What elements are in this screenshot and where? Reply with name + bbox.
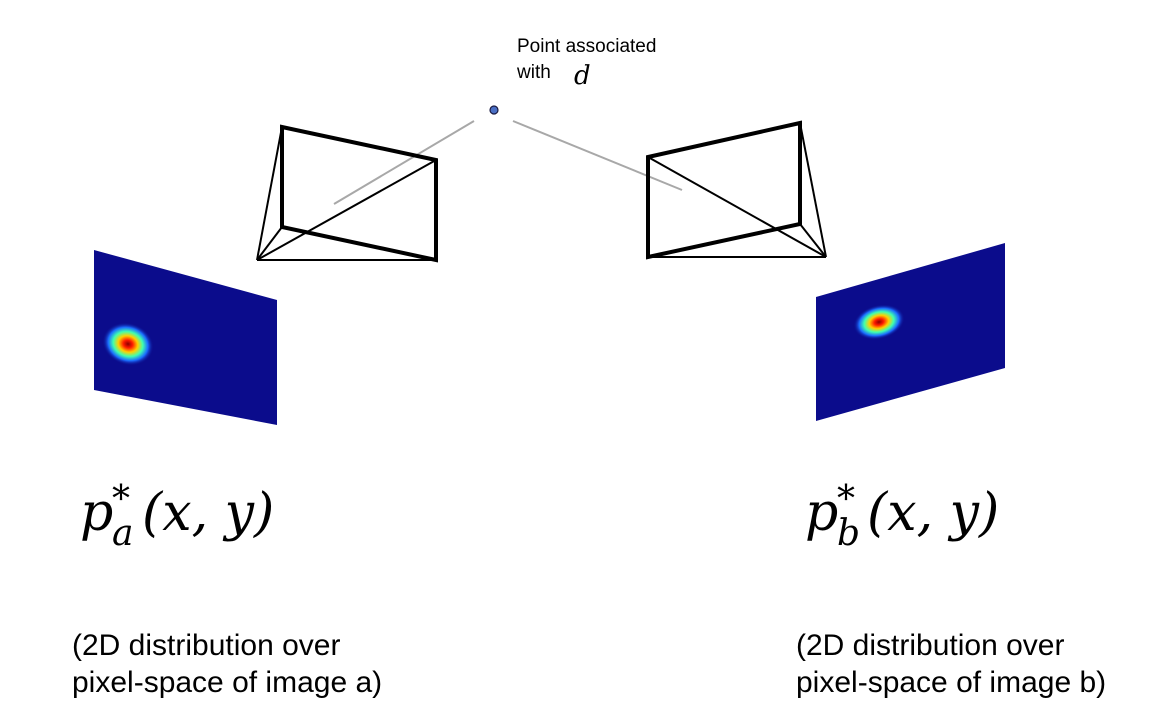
formula-a: p * a (x, y) — [80, 479, 274, 554]
heatmap-b — [816, 243, 1005, 421]
formula-b-args: (x, y) — [867, 483, 999, 543]
camera-a-frustum-lines — [256, 126, 437, 261]
ray-to-camera-b — [512, 120, 683, 191]
heatmap-a — [94, 250, 277, 425]
formula-b-sub: b — [837, 513, 860, 554]
caption-a-line2: pixel-space of image a) — [72, 666, 383, 699]
camera-b-frustum-lines — [647, 122, 827, 258]
caption-b-line1: (2D distribution over — [796, 629, 1065, 662]
ray-to-camera-a — [333, 120, 475, 205]
caption-a: (2D distribution over pixel-space of ima… — [72, 627, 492, 701]
point-label-line2: with — [516, 62, 551, 83]
camera-a-image-plane — [280, 124, 438, 263]
formula-a-sup: * — [112, 479, 130, 520]
point-d-marker — [489, 105, 499, 115]
point-label-line1: Point associated — [517, 36, 656, 57]
caption-b-line2: pixel-space of image b) — [796, 666, 1107, 699]
formula-b-base: p — [805, 483, 838, 543]
formula-a-base: p — [80, 483, 113, 543]
camera-b-icon — [646, 120, 827, 260]
formula-b-sup: * — [837, 479, 855, 520]
heatmap-b-background — [816, 243, 1005, 421]
caption-a-line1: (2D distribution over — [72, 629, 341, 662]
point-symbol-d: d — [574, 61, 591, 91]
heatmap-a-background — [94, 250, 277, 425]
caption-b: (2D distribution over pixel-space of ima… — [796, 627, 1151, 701]
formula-a-sub: a — [112, 513, 133, 554]
formula-a-args: (x, y) — [142, 483, 274, 543]
heatmap-b-peak — [853, 304, 905, 340]
camera-a-icon — [256, 124, 438, 263]
camera-b-image-plane — [646, 120, 802, 260]
heatmap-a-peak — [102, 322, 154, 366]
formula-b: p * b (x, y) — [805, 479, 999, 554]
